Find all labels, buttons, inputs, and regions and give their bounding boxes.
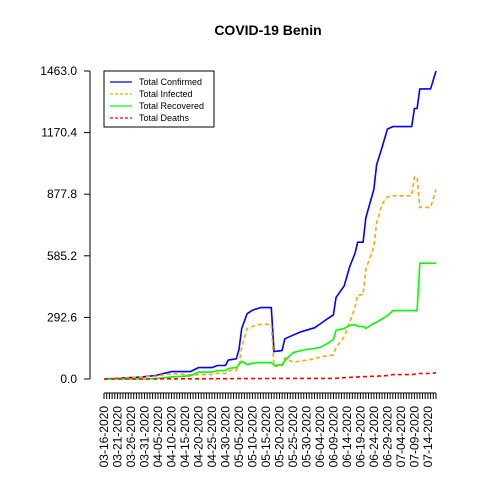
- y-tick-label: 0.0: [60, 372, 77, 386]
- legend-label: Total Recovered: [139, 101, 204, 111]
- x-tick-label: 06-04-2020: [313, 406, 327, 468]
- x-tick-label: 03-26-2020: [124, 406, 138, 468]
- y-tick-label: 292.6: [47, 310, 77, 324]
- y-tick-label: 585.2: [47, 249, 77, 263]
- series-line-total-recovered: [104, 263, 436, 379]
- y-tick-label: 1170.4: [41, 126, 77, 140]
- legend: Total Confirmed Total Infected Total Recov…: [104, 71, 214, 127]
- x-tick-label: 07-09-2020: [407, 406, 421, 468]
- x-tick-label: 04-15-2020: [178, 406, 192, 468]
- x-tick-label: 05-15-2020: [259, 406, 273, 468]
- x-tick-label: 06-19-2020: [353, 406, 367, 468]
- x-tick-label: 06-29-2020: [380, 406, 394, 468]
- x-tick-label: 05-25-2020: [286, 406, 300, 468]
- x-tick-label: 04-25-2020: [205, 406, 219, 468]
- legend-label: Total Confirmed: [139, 77, 202, 87]
- x-tick-label: 03-16-2020: [97, 406, 111, 468]
- legend-label: Total Deaths: [139, 113, 190, 123]
- y-tick-label: 877.8: [47, 187, 77, 201]
- x-tick-label: 05-10-2020: [245, 406, 259, 468]
- y-tick-label: 1463.0: [40, 64, 77, 78]
- legend-label: Total Infected: [139, 89, 193, 99]
- x-tick-label: 06-24-2020: [367, 406, 381, 468]
- x-tick-label: 05-05-2020: [232, 406, 246, 468]
- x-tick-label: 03-21-2020: [110, 406, 124, 468]
- x-tick-label: 07-04-2020: [394, 406, 408, 468]
- x-tick-label: 06-14-2020: [340, 406, 354, 468]
- x-tick-label: 04-10-2020: [164, 406, 178, 468]
- x-tick-label: 07-14-2020: [421, 406, 435, 468]
- x-tick-label: 04-30-2020: [218, 406, 232, 468]
- x-tick-label: 03-31-2020: [137, 406, 151, 468]
- x-tick-label: 04-20-2020: [191, 406, 205, 468]
- x-tick-label: 06-09-2020: [326, 406, 340, 468]
- x-tick-label: 04-05-2020: [151, 406, 165, 468]
- chart-title: COVID-19 Benin: [214, 22, 321, 38]
- series-line-total-infected: [104, 177, 436, 379]
- x-axis: 03-16-2020 03-21-2020 03-26-2020 03-31-2020…: [97, 393, 436, 467]
- x-tick-label: 05-20-2020: [272, 406, 286, 468]
- y-axis: 0.0 292.6 585.2 877.8 1170.4 1463.0: [40, 64, 90, 386]
- x-tick-label: 05-30-2020: [299, 406, 313, 468]
